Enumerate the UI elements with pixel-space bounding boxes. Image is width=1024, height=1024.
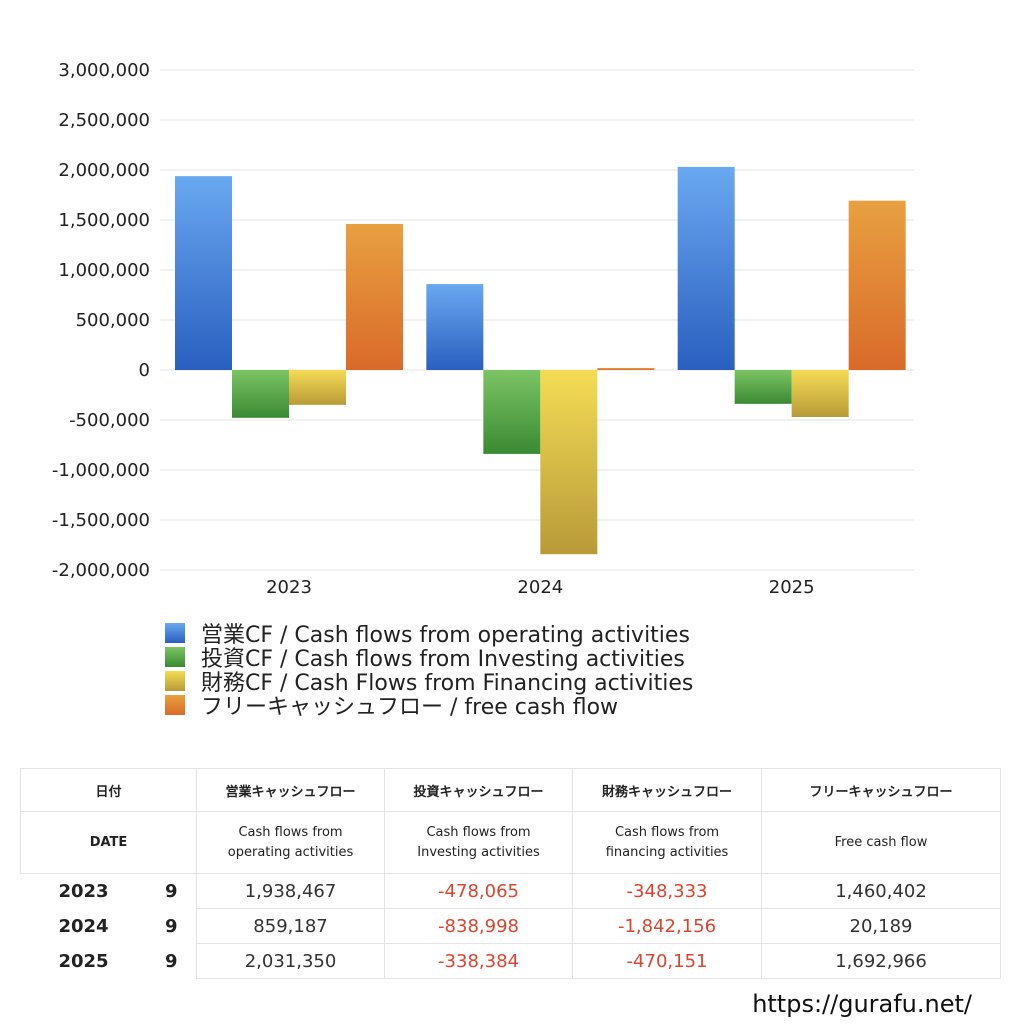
bar [540,370,598,555]
table-header-ja: 日付 営業キャッシュフロー 投資キャッシュフロー 財務キャッシュフロー フリーキ… [19,768,1002,812]
legend-label: 営業CF / Cash flows from operating activit… [201,623,690,648]
cash-flow-bar-chart: 3,000,000 2,500,000 2,000,000 1,500,000 1,00… [52,60,914,598]
cell-financing: -348,333 [572,873,763,909]
bar [677,166,735,370]
cell-financing: -470,151 [572,943,763,979]
header-financing-ja: 財務キャッシュフロー [572,768,763,812]
cash-flow-table: 日付 営業キャッシュフロー 投資キャッシュフロー 財務キャッシュフロー フリーキ… [19,768,1002,979]
y-tick-label: 2,500,000 [58,110,150,131]
y-tick-label: 0 [139,360,150,381]
bar [426,284,484,370]
legend-item-financing: 財務CF / Cash Flows from Financing activit… [165,669,693,696]
bar [346,223,403,370]
legend-swatch [165,695,185,715]
bar [791,370,849,418]
table-row: 2024 9 859,187 -838,998 -1,842,156 20,18… [21,908,1002,944]
table-header-en: DATE Cash flows from operating activitie… [19,811,1002,874]
row-month: 9 [164,880,178,902]
header-operating-ja: 営業キャッシュフロー [196,768,386,812]
header-free-en: Free cash flow [761,811,1002,874]
legend-item-operating: 営業CF / Cash flows from operating activit… [165,621,693,648]
bar [289,370,346,405]
header-free-ja: フリーキャッシュフロー [761,768,1002,812]
cell-investing: -338,384 [384,943,574,979]
legend-swatch [165,623,185,643]
header-date-en: DATE [19,811,198,874]
header-financing-en: Cash flows from financing activities [572,811,763,874]
legend-swatch [165,671,185,691]
header-investing-ja: 投資キャッシュフロー [384,768,574,812]
bar [734,370,792,404]
legend-item-free-cash-flow: フリーキャッシュフロー / free cash flow [165,693,693,720]
cell-operating: 859,187 [196,908,386,944]
y-tick-label: -2,000,000 [52,560,150,581]
y-tick-label: -500,000 [69,410,150,431]
cell-free: 1,460,402 [761,873,1002,909]
table-row: 2025 9 2,031,350 -338,384 -470,151 1,692… [21,943,1002,979]
row-month: 9 [164,915,178,937]
y-tick-label: 1,000,000 [58,260,150,281]
cell-operating: 2,031,350 [196,943,386,979]
y-tick-label: 2,000,000 [58,160,150,181]
y-tick-label: -1,000,000 [52,460,150,481]
legend-label: 投資CF / Cash flows from Investing activit… [201,647,685,672]
header-investing-en: Cash flows from Investing activities [384,811,574,874]
bar [597,367,655,370]
bar [232,370,289,418]
bar [175,176,232,370]
x-tick-label: 2024 [517,577,563,598]
bar [483,370,541,454]
header-date-ja: 日付 [19,768,198,812]
y-tick-label: 1,500,000 [58,210,150,231]
cell-free: 20,189 [761,908,1002,944]
site-url[interactable]: https://gurafu.net/ [752,990,972,1018]
legend-swatch [165,647,185,667]
cell-free: 1,692,966 [761,943,1002,979]
header-operating-en: Cash flows from operating activities [196,811,386,874]
row-year: 2025 [58,950,109,972]
bar [848,200,906,370]
chart-legend: 営業CF / Cash flows from operating activit… [165,621,693,720]
row-year: 2024 [58,915,109,937]
y-tick-label: -1,500,000 [52,510,150,531]
y-tick-label: 3,000,000 [58,60,150,81]
cell-investing: -478,065 [384,873,574,909]
legend-item-investing: 投資CF / Cash flows from Investing activit… [165,645,693,672]
row-year: 2023 [58,880,109,902]
cell-investing: -838,998 [384,908,574,944]
legend-label: フリーキャッシュフロー / free cash flow [201,695,619,720]
cell-financing: -1,842,156 [572,908,763,944]
cell-operating: 1,938,467 [196,873,386,909]
table-row: 2023 9 1,938,467 -478,065 -348,333 1,460… [21,873,1002,909]
legend-label: 財務CF / Cash Flows from Financing activit… [201,671,694,696]
x-tick-label: 2025 [769,577,815,598]
y-tick-label: 500,000 [76,310,150,331]
row-month: 9 [164,950,178,972]
x-tick-label: 2023 [266,577,312,598]
